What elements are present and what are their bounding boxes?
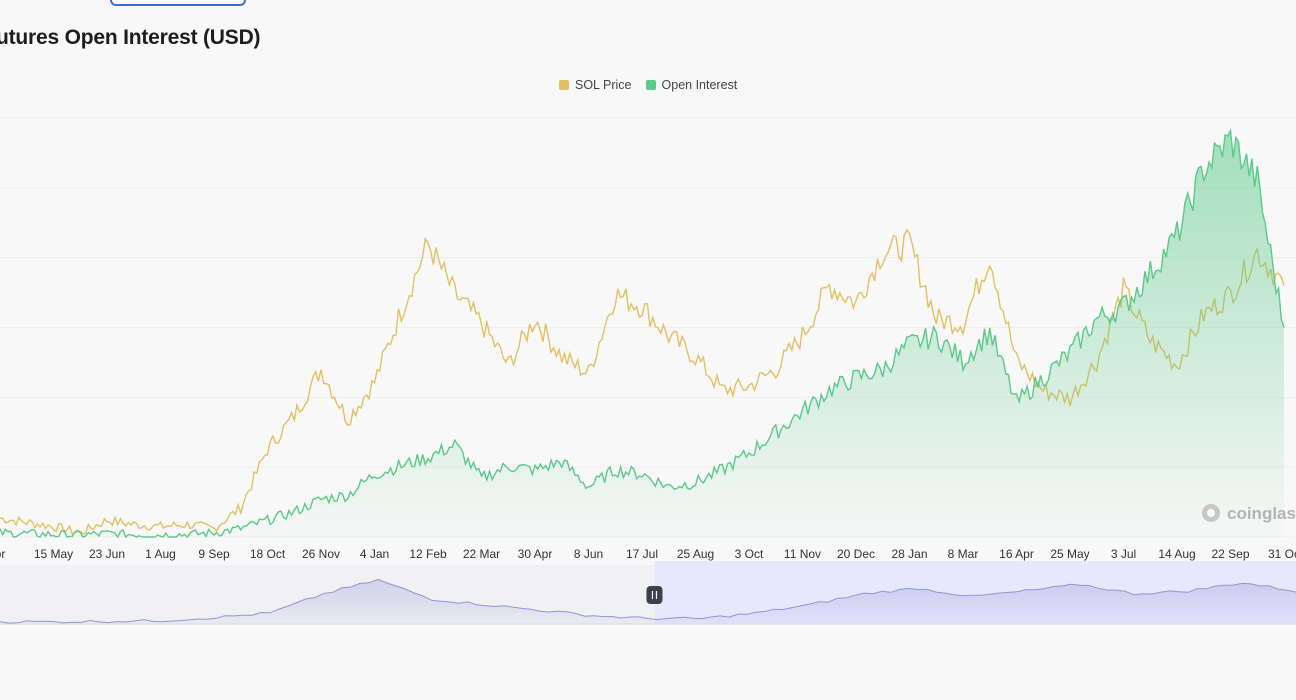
x-tick-label: 11 Nov: [784, 547, 821, 561]
open-interest-line: [0, 127, 1285, 539]
series-layer: [0, 127, 1285, 539]
chart-title: utures Open Interest (USD): [0, 26, 261, 49]
x-tick-label: pr: [0, 547, 5, 561]
x-tick-label: 8 Jun: [574, 547, 603, 561]
x-tick-label: 25 Aug: [677, 547, 714, 561]
x-tick-label: 3 Jul: [1111, 547, 1136, 561]
x-tick-label: 8 Mar: [948, 547, 979, 561]
x-tick-label: 14 Aug: [1158, 547, 1195, 561]
navigator-line: [0, 578, 1296, 624]
x-tick-label: 25 May: [1050, 547, 1089, 561]
navigator-area: [0, 579, 1296, 624]
coinglass-logo-icon: [1202, 504, 1220, 522]
x-tick-label: 3 Oct: [735, 547, 764, 561]
watermark-text: coinglass: [1227, 504, 1296, 523]
price-legend-swatch: [559, 80, 569, 90]
legend-item-open-interest[interactable]: Open Interest: [645, 78, 738, 92]
chart-legend: SOL Price Open Interest: [559, 78, 751, 92]
watermark: coinglass: [1202, 504, 1296, 523]
x-tick-label: 1 Aug: [145, 547, 176, 561]
x-tick-label: 15 May: [34, 547, 73, 561]
x-tick-label: 4 Jan: [360, 547, 389, 561]
open-interest-area: [0, 130, 1284, 537]
x-tick-label: 26 Nov: [302, 547, 340, 561]
x-tick-label: 22 Sep: [1211, 547, 1249, 561]
x-tick-label: 18 Oct: [250, 547, 286, 561]
legend-label-open-interest: Open Interest: [661, 78, 738, 92]
navigator[interactable]: [0, 561, 1296, 625]
legend-label-price: SOL Price: [575, 78, 632, 92]
legend-item-price[interactable]: SOL Price: [559, 78, 632, 92]
x-tick-label: 20 Dec: [837, 547, 875, 561]
x-tick-label: 30 Apr: [518, 547, 553, 561]
x-tick-label: 9 Sep: [198, 547, 230, 561]
range-selector-button[interactable]: [110, 0, 246, 6]
x-axis-ticks: pr 15 May 23 Jun 1 Aug 9 Sep 18 Oct 26 Nov 4 Ja…: [0, 547, 1296, 561]
x-tick-label: 12 Feb: [409, 547, 447, 561]
x-tick-label: 28 Jan: [891, 547, 927, 561]
x-tick-label: 22 Mar: [463, 547, 500, 561]
x-tick-label: 23 Jun: [89, 547, 125, 561]
open-interest-legend-swatch: [645, 80, 656, 90]
navigator-handle[interactable]: [646, 586, 663, 604]
x-tick-label: 17 Jul: [626, 547, 658, 561]
x-tick-label: 16 Apr: [999, 547, 1034, 561]
x-tick-label: 31 Oc: [1268, 547, 1296, 561]
